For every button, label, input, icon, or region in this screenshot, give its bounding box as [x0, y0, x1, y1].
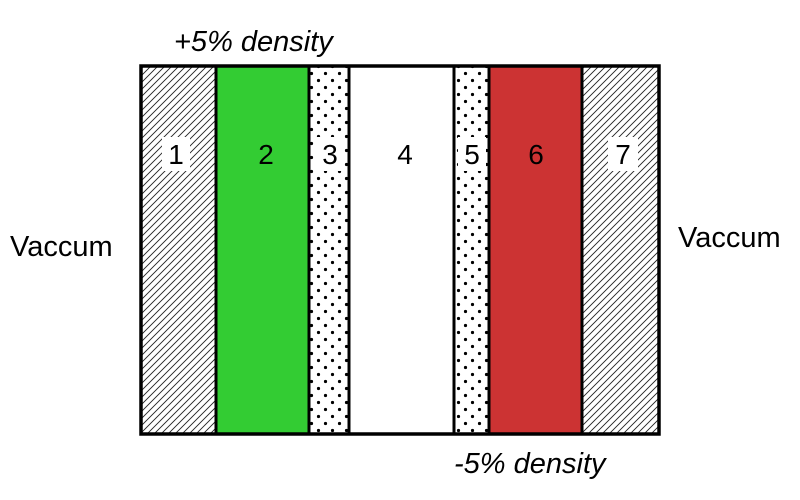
region-6-number: 6 — [528, 139, 544, 170]
top-density-annotation: +5% density — [174, 26, 334, 58]
region-4: 4 — [349, 66, 454, 434]
region-7-label-box — [608, 137, 638, 171]
region-3: 3 — [309, 66, 349, 434]
region-3-fill — [309, 66, 349, 434]
region-1-fill — [141, 66, 216, 434]
bottom-density-annotation: -5% density — [454, 448, 607, 480]
region-dividers — [214, 66, 584, 434]
region-2-number: 2 — [258, 139, 274, 170]
region-6: 6 — [489, 66, 582, 434]
region-7-number: 7 — [615, 139, 631, 170]
right-vacuum-label: Vaccum — [678, 222, 781, 254]
left-vacuum-label: Vaccum — [10, 231, 113, 263]
region-1-label-box — [162, 137, 190, 171]
region-4-fill — [349, 66, 454, 434]
region-5-number: 5 — [464, 139, 480, 170]
region-6-fill — [489, 66, 582, 434]
region-7-fill — [582, 66, 659, 434]
slab-outline — [139, 64, 661, 436]
region-1: 1 — [141, 66, 216, 434]
region-7: 7 — [582, 66, 659, 434]
region-5-label-box — [458, 137, 486, 171]
region-2: 2 — [216, 66, 309, 434]
region-4-number: 4 — [397, 139, 413, 170]
region-3-number: 3 — [322, 139, 338, 170]
region-3-label-box — [316, 137, 344, 171]
region-2-fill — [216, 66, 309, 434]
region-1-number: 1 — [168, 139, 184, 170]
region-5-fill — [454, 66, 489, 434]
region-5: 5 — [454, 66, 489, 434]
